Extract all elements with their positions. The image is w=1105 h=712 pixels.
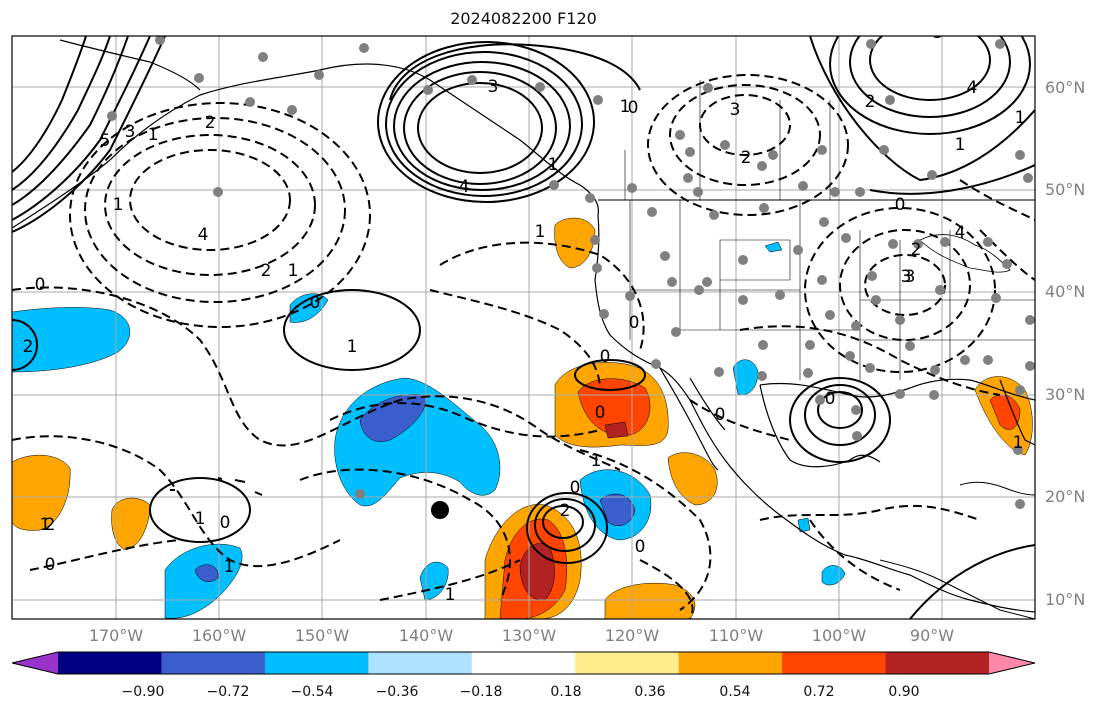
- colorbar-segment: [264, 652, 369, 674]
- colorbar-tick-label: 0.18: [550, 684, 582, 700]
- colorbar-extend-low: [12, 652, 58, 674]
- contour-label: 1: [347, 337, 358, 357]
- contour-label: 0: [635, 537, 646, 557]
- colorbar-outline: [11, 651, 1036, 675]
- colorbar-segment: [368, 652, 473, 674]
- colorbar-segment: [161, 652, 266, 674]
- contour-label: 1: [288, 261, 299, 281]
- colorbar-extend-high: [989, 652, 1035, 674]
- colorbar-segment: [885, 652, 990, 674]
- contour-label: 2: [23, 337, 34, 357]
- contour-label: 1: [548, 155, 559, 175]
- contour-label: 0: [895, 195, 906, 215]
- colorbar-segment: [58, 652, 162, 674]
- lat-label-50n: 50°N: [1045, 180, 1086, 199]
- lon-label-140w: 140°W: [398, 626, 454, 645]
- contour-label: 4: [967, 78, 978, 98]
- contour-label: 4: [459, 177, 470, 197]
- contour-label: 1: [224, 557, 235, 577]
- colorbar-tick-label: 0.90: [888, 684, 920, 700]
- map-frame: [11, 35, 1036, 620]
- contour-label: 0: [35, 275, 46, 295]
- colorbar-segment: [782, 652, 887, 674]
- contour-label: 3: [488, 77, 499, 97]
- positive-contours: [12, 36, 1035, 619]
- lat-label-40n: 40°N: [1045, 282, 1086, 301]
- lon-label-150w: 150°W: [294, 626, 350, 645]
- colorbar-tick-label: −0.36: [375, 684, 419, 700]
- colorbar-tick-label: −0.72: [206, 684, 250, 700]
- lat-label-60n: 60°N: [1045, 78, 1086, 97]
- colorbar-tick-label: −0.54: [290, 684, 334, 700]
- contour-label: 1: [1015, 108, 1026, 128]
- contour-label: 0: [825, 389, 836, 409]
- colorbar-segment: [575, 652, 680, 674]
- lon-label-110w: 110°W: [708, 626, 764, 645]
- contour-label: 3: [125, 122, 136, 142]
- contour-label: 1: [1013, 433, 1024, 453]
- contour-label: 3: [933, 23, 944, 43]
- contour-label: 0: [595, 403, 606, 423]
- contour-label: 2: [741, 148, 752, 168]
- colorbar-tick-label: 0.36: [634, 684, 666, 700]
- negative-contours: [12, 74, 1035, 619]
- contour-label: 5: [100, 131, 111, 151]
- contour-label: 1: [591, 451, 602, 471]
- lat-label-10n: 10°N: [1045, 590, 1086, 609]
- contour-label: 0: [310, 293, 321, 313]
- contour-label: 1: [955, 135, 966, 155]
- contour-label: 1: [535, 222, 546, 242]
- lat-label-20n: 20°N: [1045, 487, 1086, 506]
- graticule: [12, 36, 1035, 619]
- contour-label: 1: [620, 97, 631, 117]
- black-dot-marker: [431, 501, 449, 519]
- colorbar-tick-label: −0.18: [459, 684, 503, 700]
- station-markers: [107, 36, 1035, 509]
- colorbar-tick-label: 0.72: [803, 684, 835, 700]
- lon-label-90w: 90°W: [909, 626, 955, 645]
- contour-label: 1: [148, 125, 159, 145]
- contour-label: 2: [865, 92, 876, 112]
- lon-label-100w: 100°W: [811, 626, 867, 645]
- lon-label-160w: 160°W: [191, 626, 247, 645]
- colorbar-segment: [678, 652, 783, 674]
- contour-label: 1: [40, 515, 51, 535]
- contour-label: 3: [730, 100, 741, 120]
- contour-labels: 3432104321432011210112012321001010211000…: [23, 23, 1026, 605]
- contour-label: 1: [195, 509, 206, 529]
- coastlines: [12, 39, 1035, 619]
- contour-label: 0: [629, 313, 640, 333]
- colorbar-tick-label: 0.54: [719, 684, 751, 700]
- lon-label-170w: 170°W: [88, 626, 144, 645]
- colorbar-segment: [471, 652, 576, 674]
- contour-label: 1: [113, 195, 124, 215]
- contour-label: 4: [198, 225, 209, 245]
- contour-label: 2: [560, 501, 571, 521]
- contour-label: 1: [445, 585, 456, 605]
- contour-label: 2: [205, 113, 216, 133]
- lon-label-120w: 120°W: [604, 626, 660, 645]
- colorbar: [11, 651, 1036, 675]
- contour-label: 0: [570, 478, 581, 498]
- colorbar-tick-label: −0.90: [121, 684, 165, 700]
- contour-label: 0: [600, 347, 611, 367]
- contour-label: 4: [955, 223, 966, 243]
- lat-label-30n: 30°N: [1045, 385, 1086, 404]
- lon-label-130w: 130°W: [501, 626, 557, 645]
- contour-label: 0: [628, 98, 639, 118]
- contour-label: 2: [45, 515, 56, 535]
- contour-label: 0: [715, 405, 726, 425]
- map-title: 2024082200 F120: [450, 9, 597, 28]
- contour-label: 0: [220, 513, 231, 533]
- contour-label: 3: [905, 267, 916, 287]
- contour-label: 0: [45, 555, 56, 575]
- contour-label: 2: [911, 240, 922, 260]
- contour-label: 2: [261, 261, 272, 281]
- contour-label: 3: [901, 267, 912, 287]
